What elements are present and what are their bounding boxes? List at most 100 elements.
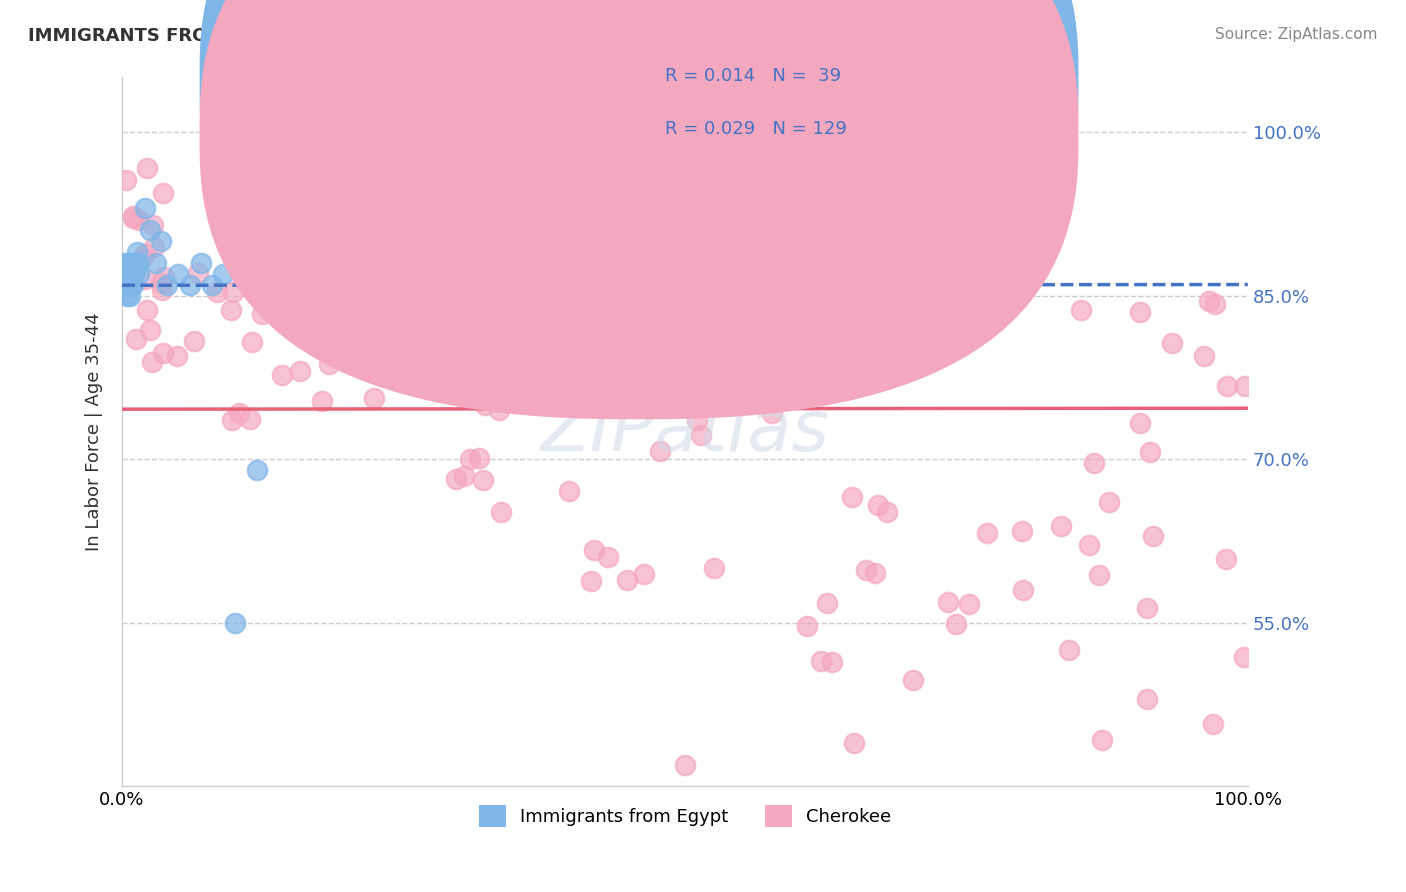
Point	[134, 247, 156, 261]
Point	[901, 673, 924, 687]
Point	[152, 345, 174, 359]
Point	[717, 324, 740, 338]
Point	[392, 277, 415, 292]
Point	[112, 277, 135, 292]
Point	[135, 161, 157, 175]
Point	[488, 403, 510, 417]
Point	[1091, 733, 1114, 747]
Point	[477, 311, 499, 326]
Point	[152, 186, 174, 200]
Point	[942, 321, 965, 335]
Point	[114, 267, 136, 281]
Point	[122, 256, 145, 270]
Point	[405, 379, 427, 393]
Point	[112, 256, 135, 270]
Point	[673, 757, 696, 772]
Point	[686, 395, 709, 409]
Point	[141, 218, 163, 232]
Point	[1198, 293, 1220, 308]
Point	[855, 562, 877, 576]
Text: IMMIGRANTS FROM EGYPT VS CHEROKEE IN LABOR FORCE | AGE 35-44 CORRELATION CHART: IMMIGRANTS FROM EGYPT VS CHEROKEE IN LAB…	[28, 27, 965, 45]
Point	[128, 213, 150, 227]
Point	[115, 288, 138, 302]
Point	[239, 252, 262, 267]
Point	[156, 277, 179, 292]
Point	[1142, 529, 1164, 543]
Point	[201, 277, 224, 292]
Point	[190, 256, 212, 270]
Point	[314, 251, 336, 265]
Point	[936, 595, 959, 609]
Point	[136, 303, 159, 318]
Point	[648, 443, 671, 458]
Point	[717, 367, 740, 381]
Point	[565, 257, 588, 271]
Point	[1129, 416, 1152, 430]
Point	[221, 413, 243, 427]
Point	[270, 368, 292, 382]
Point	[605, 339, 627, 353]
Point	[122, 277, 145, 292]
Point	[526, 325, 548, 339]
Point	[489, 505, 512, 519]
Point	[1083, 456, 1105, 470]
Point	[183, 334, 205, 349]
Point	[118, 288, 141, 302]
Point	[458, 451, 481, 466]
Point	[1012, 582, 1035, 597]
Point	[124, 267, 146, 281]
Point	[810, 654, 832, 668]
Point	[118, 277, 141, 292]
Point	[112, 267, 135, 281]
Point	[252, 267, 274, 281]
Point	[579, 574, 602, 588]
Point	[859, 366, 882, 380]
Point	[866, 293, 889, 307]
Point	[117, 277, 139, 292]
Point	[138, 322, 160, 336]
Point	[139, 223, 162, 237]
Point	[1077, 537, 1099, 551]
Point	[1202, 716, 1225, 731]
Point	[842, 736, 865, 750]
Point	[290, 260, 312, 274]
Point	[127, 256, 149, 270]
Point	[121, 267, 143, 281]
Point	[125, 244, 148, 259]
Text: ZIPatlas: ZIPatlas	[540, 398, 830, 467]
Point	[1059, 642, 1081, 657]
Point	[596, 354, 619, 368]
Point	[468, 450, 491, 465]
Point	[224, 615, 246, 630]
Point	[945, 616, 967, 631]
Point	[1234, 378, 1257, 392]
Legend: Immigrants from Egypt, Cherokee: Immigrants from Egypt, Cherokee	[471, 797, 898, 834]
Point	[876, 351, 898, 365]
Point	[815, 596, 838, 610]
Point	[1070, 303, 1092, 318]
Point	[392, 259, 415, 273]
Point	[141, 355, 163, 369]
Point	[240, 334, 263, 349]
Point	[444, 472, 467, 486]
Point	[134, 202, 156, 216]
Point	[1136, 692, 1159, 706]
Point	[413, 285, 436, 300]
Point	[217, 236, 239, 251]
Point	[115, 267, 138, 281]
Point	[1139, 445, 1161, 459]
Point	[239, 412, 262, 426]
Point	[690, 428, 713, 442]
Point	[142, 240, 165, 254]
Point	[703, 561, 725, 575]
Point	[240, 263, 263, 277]
Point	[179, 277, 201, 292]
Point	[273, 305, 295, 319]
Point	[451, 252, 474, 267]
Point	[120, 277, 142, 292]
Point	[124, 256, 146, 270]
Point	[117, 256, 139, 270]
Point	[222, 285, 245, 300]
Point	[125, 332, 148, 346]
Point	[363, 391, 385, 405]
